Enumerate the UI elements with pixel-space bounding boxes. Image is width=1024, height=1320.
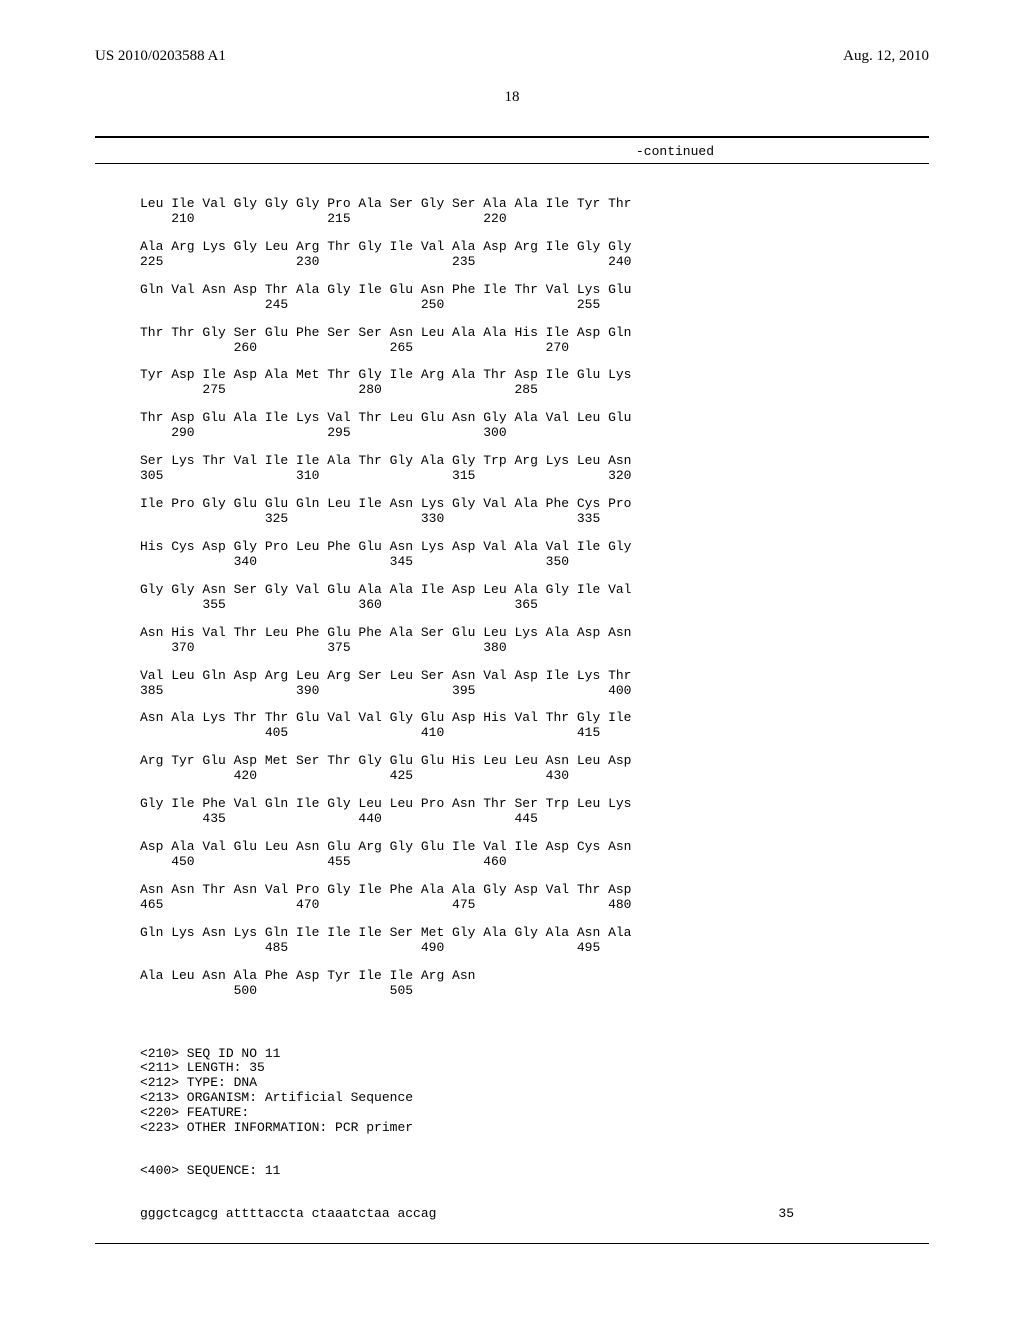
sequence-block: Asn His Val Thr Leu Phe Glu Phe Ala Ser … xyxy=(140,626,1024,656)
sequence-block: Tyr Asp Ile Asp Ala Met Thr Gly Ile Arg … xyxy=(140,368,1024,398)
sequence-block: Thr Thr Gly Ser Glu Phe Ser Ser Asn Leu … xyxy=(140,326,1024,356)
sequence-block: Gly Gly Asn Ser Gly Val Glu Ala Ala Ile … xyxy=(140,583,1024,613)
sequence-block: Arg Tyr Glu Asp Met Ser Thr Gly Glu Glu … xyxy=(140,754,1024,784)
sequence-block: Asn Asn Thr Asn Val Pro Gly Ile Phe Ala … xyxy=(140,883,1024,913)
sequence-block: Gln Lys Asn Lys Gln Ile Ile Ile Ser Met … xyxy=(140,926,1024,956)
sequence-block: Gly Ile Phe Val Gln Ile Gly Leu Leu Pro … xyxy=(140,797,1024,827)
sequence-block: Thr Asp Glu Ala Ile Lys Val Thr Leu Glu … xyxy=(140,411,1024,441)
sequence-block: Ala Leu Asn Ala Phe Asp Tyr Ile Ile Arg … xyxy=(140,969,1024,999)
page-number: 18 xyxy=(0,89,1024,106)
page-header: US 2010/0203588 A1 Aug. 12, 2010 xyxy=(0,0,1024,65)
sequence-block: Asn Ala Lys Thr Thr Glu Val Val Gly Glu … xyxy=(140,711,1024,741)
sequence-block: Asp Ala Val Glu Leu Asn Glu Arg Gly Glu … xyxy=(140,840,1024,870)
primer-sequence: gggctcagcg attttaccta ctaaatctaa accag xyxy=(140,1207,436,1222)
sequence-listing: Leu Ile Val Gly Gly Gly Pro Ala Ser Gly … xyxy=(0,182,1024,1237)
sequence-block: Gln Val Asn Asp Thr Ala Gly Ile Glu Asn … xyxy=(140,283,1024,313)
sequence-400: <400> SEQUENCE: 11 xyxy=(140,1164,1024,1179)
sequence-block: His Cys Asp Gly Pro Leu Phe Glu Asn Lys … xyxy=(140,540,1024,570)
divider-bottom xyxy=(95,1243,929,1244)
primer-row: gggctcagcg attttaccta ctaaatctaa accag 35 xyxy=(140,1207,1024,1222)
sequence-block: Ile Pro Gly Glu Glu Gln Leu Ile Asn Lys … xyxy=(140,497,1024,527)
sequence-block: Leu Ile Val Gly Gly Gly Pro Ala Ser Gly … xyxy=(140,197,1024,227)
divider-mid xyxy=(95,163,929,164)
sequence-metadata: <210> SEQ ID NO 11 <211> LENGTH: 35 <212… xyxy=(140,1047,1024,1137)
sequence-block: Ser Lys Thr Val Ile Ile Ala Thr Gly Ala … xyxy=(140,454,1024,484)
sequence-block: Val Leu Gln Asp Arg Leu Arg Ser Leu Ser … xyxy=(140,669,1024,699)
primer-length: 35 xyxy=(778,1207,794,1222)
publication-date: Aug. 12, 2010 xyxy=(843,48,929,65)
publication-number: US 2010/0203588 A1 xyxy=(95,48,226,65)
sequence-block: Ala Arg Lys Gly Leu Arg Thr Gly Ile Val … xyxy=(140,240,1024,270)
divider-top xyxy=(95,136,929,138)
continued-label: -continued xyxy=(0,144,1024,159)
